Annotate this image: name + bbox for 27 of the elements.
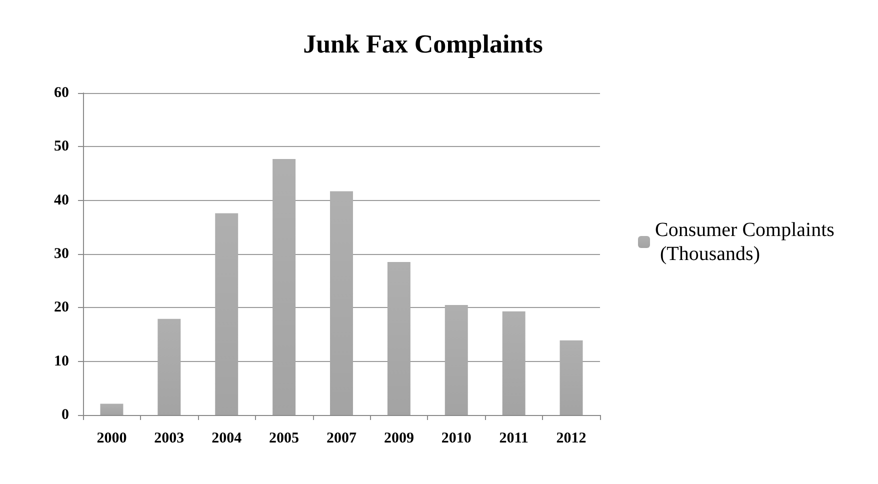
y-tick-label: 20 [54, 300, 69, 316]
legend-label: Consumer Complaints (Thousands) [655, 219, 835, 265]
x-tick-label: 2004 [212, 430, 242, 446]
y-tick-label: 50 [54, 138, 69, 155]
x-tick-label: 2009 [384, 430, 414, 446]
bar [444, 304, 468, 415]
y-tick-label: 60 [54, 85, 69, 101]
chart-title: Junk Fax Complaints [303, 30, 543, 58]
y-tick-label: 0 [62, 407, 69, 423]
x-tick-label: 2007 [326, 430, 357, 446]
x-tick-label: 2012 [556, 430, 586, 446]
y-tick-label: 40 [54, 192, 69, 208]
x-tick-label: 2011 [499, 430, 528, 446]
y-tick-label: 10 [54, 353, 69, 370]
bar [272, 159, 296, 415]
bar [387, 262, 410, 415]
y-tick-label: 30 [54, 246, 69, 262]
bar [158, 318, 181, 415]
x-tick-label: 2000 [96, 430, 127, 446]
x-tick-label: 2010 [441, 430, 472, 446]
x-tick-label: 2003 [154, 430, 184, 446]
x-tick-label: 2005 [269, 430, 300, 446]
bar [560, 340, 583, 415]
bar [502, 311, 526, 415]
bar [330, 191, 353, 415]
bar [100, 404, 124, 415]
bar [215, 213, 238, 415]
